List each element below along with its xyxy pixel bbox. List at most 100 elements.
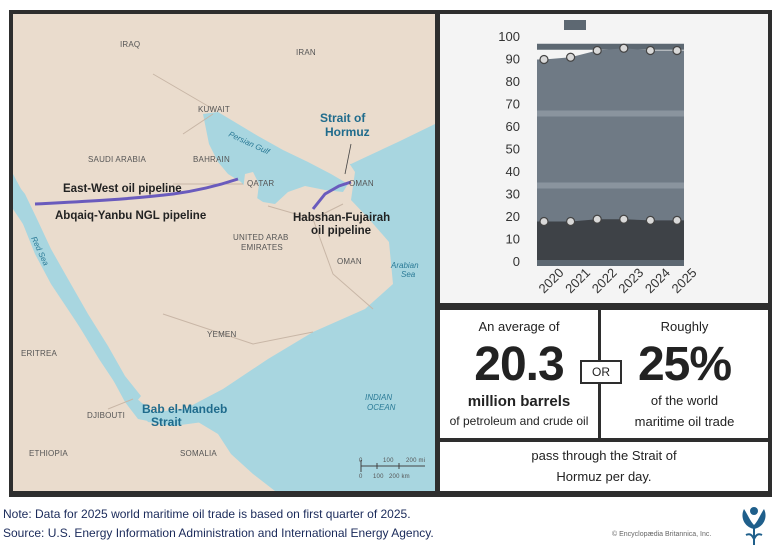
y-tick-label: 20	[506, 209, 520, 224]
data-point-series-1	[566, 52, 576, 62]
x-tick-label: 2021	[562, 265, 593, 296]
y-tick-label: 40	[506, 164, 520, 179]
y-tick-label: 0	[513, 254, 520, 269]
y-tick-label: 90	[506, 52, 520, 67]
data-point-series-2	[672, 215, 682, 225]
barrel-bottom-rim	[537, 260, 684, 266]
stat-bottom-1: pass through the Strait of	[531, 448, 677, 463]
stat-left-big: 20.3	[474, 338, 564, 391]
stat-share-panel: Roughly 25% of the world maritime oil tr…	[601, 310, 768, 438]
stat-bottom-panel: pass through the Strait of Hormuz per da…	[440, 442, 768, 491]
stat-right-big: 25%	[637, 338, 732, 391]
label-sea: Sea	[401, 270, 416, 279]
scale-km-0: 0	[359, 474, 363, 480]
chart-panel: 100 90 80 70 60 50 40 30 20 10 0 2020 2021 2022 2023 20…	[440, 14, 768, 303]
label-oman-north: OMAN	[349, 179, 374, 188]
barrel-top-rim	[537, 43, 684, 50]
x-tick-label: 2022	[589, 265, 620, 296]
data-point-series-1	[539, 54, 549, 65]
data-point-series-2	[566, 216, 576, 227]
label-strait-of: Strait of	[320, 111, 366, 125]
footnote-note: Note: Data for 2025 world maritime oil t…	[3, 507, 411, 521]
data-point-series-1	[619, 43, 629, 53]
habshan-fujairah-pipeline	[311, 180, 352, 210]
y-tick-label: 80	[506, 74, 520, 89]
scale-mi-200: 200 mi	[406, 458, 425, 464]
data-point-series-2	[619, 214, 629, 224]
gulf-of-aden	[138, 284, 435, 491]
data-point-series-1	[645, 45, 655, 56]
red-sea	[13, 179, 141, 406]
y-tick-label: 60	[506, 119, 520, 134]
x-tick-label: 2020	[536, 265, 567, 296]
barrel-hoop-1	[537, 110, 684, 117]
data-point-series-2	[539, 216, 549, 227]
label-uae-2: EMIRATES	[241, 243, 283, 252]
label-hormuz: Hormuz	[325, 125, 370, 139]
east-west-pipeline	[34, 177, 239, 206]
label-yemen: YEMEN	[207, 330, 236, 339]
label-ethiopia: ETHIOPIA	[29, 449, 68, 458]
area-series-upper	[537, 48, 684, 262]
scale-km-200: 200 km	[389, 474, 410, 480]
scale-km-100: 100	[373, 474, 384, 480]
y-tick-label: 70	[506, 97, 520, 112]
scale-mi-100: 100	[383, 458, 394, 464]
x-tick-label: 2025	[669, 265, 700, 296]
label-djibouti: DJIBOUTI	[87, 411, 125, 420]
label-ocean: OCEAN	[367, 403, 396, 412]
copyright-credit: © Encyclopædia Britannica, Inc.	[612, 531, 712, 538]
label-bab-el-mandeb: Bab el-Mandeb	[142, 402, 227, 416]
area-series-lower	[537, 219, 684, 262]
stat-barrels-panel: An average of 20.3 million barrels of pe…	[440, 310, 598, 438]
barrel-cap	[564, 20, 586, 30]
label-indian: INDIAN	[365, 393, 392, 402]
x-tick-label: 2023	[615, 265, 646, 296]
y-tick-label: 30	[506, 187, 520, 202]
stat-right-sub2: maritime oil trade	[634, 414, 735, 429]
label-iran: IRAN	[296, 48, 316, 57]
persian-gulf	[203, 112, 348, 204]
africa-land	[13, 209, 275, 491]
y-tick-label: 10	[506, 232, 520, 247]
stat-bottom-2: Hormuz per day.	[556, 469, 652, 484]
label-uae-1: UNITED ARAB	[233, 233, 289, 242]
label-iraq: IRAQ	[120, 40, 140, 49]
label-eritrea: ERITREA	[21, 349, 58, 358]
scale-bar: 0 100 200 mi 0 100 200 km	[359, 458, 425, 480]
stat-left-sub: of petroleum and crude oil	[449, 414, 589, 428]
stat-left-unit: million barrels	[467, 393, 571, 410]
y-tick-label: 100	[498, 29, 520, 44]
gulf-of-oman	[353, 142, 435, 254]
stat-right-top: Roughly	[660, 319, 709, 334]
iran-land	[223, 14, 435, 164]
label-kuwait: KUWAIT	[198, 105, 230, 114]
data-point-series-2	[592, 214, 602, 224]
label-abqaiq-yanbu-pipeline: Abqaiq-Yanbu NGL pipeline	[55, 210, 206, 222]
qatar	[243, 172, 259, 202]
stat-left-top: An average of	[478, 319, 560, 334]
data-point-series-1	[592, 45, 602, 56]
or-badge: OR	[580, 360, 622, 384]
barrel-hoop-2	[537, 182, 684, 189]
label-oman: OMAN	[337, 257, 362, 266]
scale-mi-0: 0	[359, 458, 363, 464]
borders	[107, 73, 374, 410]
x-tick-label: 2024	[642, 265, 673, 296]
region-map: IRAQ IRAN KUWAIT SAUDI ARABIA BAHRAIN QA…	[13, 14, 435, 491]
label-east-west-pipeline: East-West oil pipeline	[63, 183, 182, 195]
data-point-series-2	[645, 215, 655, 225]
label-saudi-arabia: SAUDI ARABIA	[88, 155, 146, 164]
britannica-thistle-logo	[742, 507, 766, 545]
label-arabian: Arabian	[390, 261, 419, 270]
y-tick-label: 50	[506, 142, 520, 157]
label-habshan-fujairah: Habshan-Fujairah	[293, 212, 390, 224]
stat-right-sub1: of the world	[650, 393, 719, 408]
label-bahrain: BAHRAIN	[193, 155, 230, 164]
data-point-series-1	[672, 45, 682, 56]
label-qatar: QATAR	[247, 179, 274, 188]
label-oil-pipeline: oil pipeline	[311, 225, 371, 237]
strait-pointer	[344, 143, 352, 175]
barrel-chart: 1009080706050403020100202020212022202320…	[498, 20, 700, 296]
label-strait-2: Strait	[151, 415, 182, 429]
